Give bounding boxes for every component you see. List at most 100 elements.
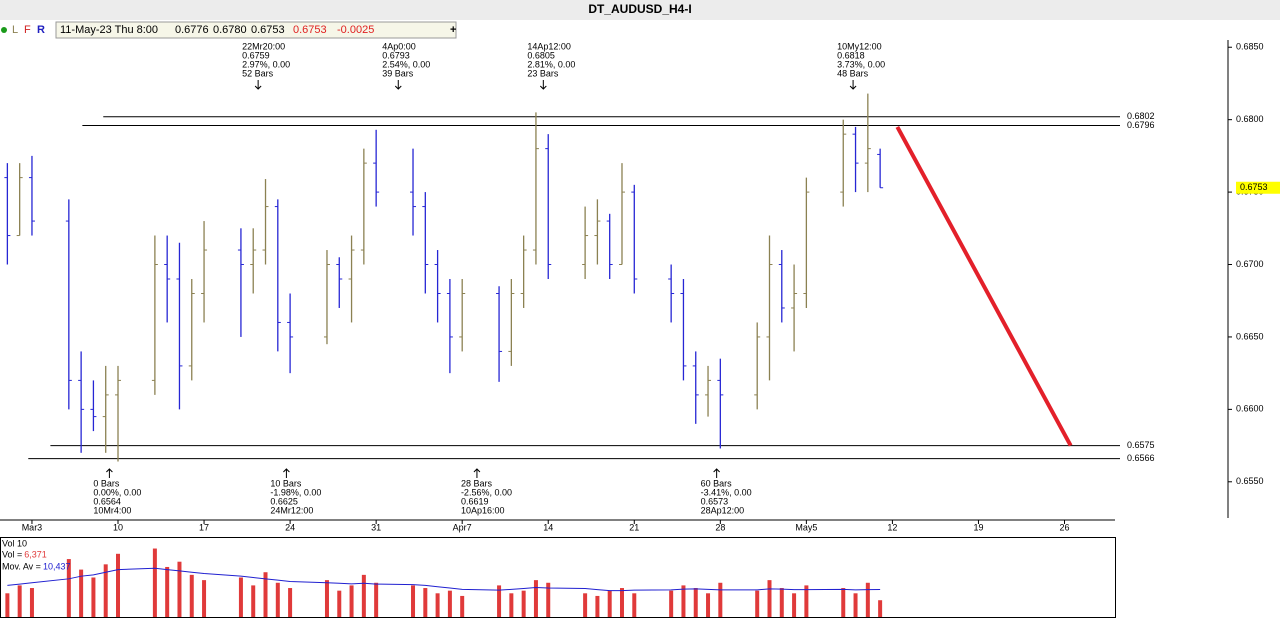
volume-bar <box>853 593 858 617</box>
trendline <box>895 125 1073 447</box>
x-tick-label: May5 <box>795 522 817 532</box>
x-tick-label: 14 <box>543 522 553 532</box>
pivot-label: 0.6818 <box>837 50 865 60</box>
pivot-label: 28 Bars <box>461 478 493 488</box>
volume-bar <box>17 585 22 617</box>
pivot-label: 0.00%, 0.00 <box>93 487 141 497</box>
volume-bar <box>607 590 612 617</box>
volume-name: Vol = <box>2 549 22 559</box>
x-tick-label: 21 <box>629 522 639 532</box>
pivot-arrow <box>539 80 547 90</box>
volume-bar <box>103 564 108 617</box>
volume-bar <box>509 593 514 617</box>
pivot-arrow <box>283 468 290 478</box>
x-tick-label: 19 <box>973 522 983 532</box>
volume-bar <box>177 561 182 617</box>
volume-bar <box>152 548 157 617</box>
volume-bar <box>718 582 723 617</box>
x-tick-label: Mar3 <box>22 522 43 532</box>
level-label: 0.6802 <box>1127 111 1155 121</box>
y-tick-label: 0.6850 <box>1236 42 1264 52</box>
quote-close: 0.6753 <box>293 24 327 36</box>
volume-bar <box>865 582 870 617</box>
volume-bar <box>669 590 674 617</box>
pivot-label: -2.56%, 0.00 <box>461 487 512 497</box>
volume-bar <box>521 590 526 617</box>
pivot-label: 10My12:00 <box>837 41 882 51</box>
pivot-label: 23 Bars <box>527 68 559 78</box>
x-tick-label: 17 <box>199 522 209 532</box>
last-price-badge <box>1236 181 1280 194</box>
volume-bar <box>755 590 760 617</box>
quote-open: 0.6776 <box>175 24 209 36</box>
x-tick-label: 31 <box>371 522 381 532</box>
pivot-label: 2.81%, 0.00 <box>527 59 575 69</box>
pivot-label: 52 Bars <box>242 68 274 78</box>
volume-bar <box>251 585 256 617</box>
pivot-label: 0.6805 <box>527 50 555 60</box>
moving-average <box>7 567 881 592</box>
pivot-label: -3.41%, 0.00 <box>701 487 752 497</box>
volume-bar <box>497 585 502 617</box>
volume-bar <box>435 593 440 617</box>
quote-box <box>55 21 457 39</box>
x-tick-label: 28 <box>715 522 725 532</box>
quote-low: 0.6753 <box>251 24 285 36</box>
volume-bar <box>189 574 194 617</box>
pivot-label: 48 Bars <box>837 68 869 78</box>
x-tick-label: 10 <box>113 522 123 532</box>
volume-bar <box>632 593 637 617</box>
status-dot <box>1 27 7 33</box>
pivot-arrow <box>473 468 481 478</box>
toolbar-button[interactable]: L <box>12 24 18 36</box>
last-price-label: 0.6753 <box>1240 182 1268 192</box>
x-tick-label: 12 <box>887 522 897 532</box>
pivot-label: 10Mr4:00 <box>93 505 131 515</box>
chart-title: DT_AUDUSD_H4-I <box>588 2 691 16</box>
volume-bar <box>5 593 10 617</box>
volume-bar <box>841 588 846 617</box>
pivot-label: 4Ap0:00 <box>382 41 416 51</box>
volume-bar <box>411 585 416 617</box>
toolbar-button[interactable]: R <box>37 24 45 36</box>
pivot-label: 3.73%, 0.00 <box>837 59 885 69</box>
pivot-label: 0.6625 <box>270 496 298 506</box>
x-tick-label: 24 <box>285 522 295 532</box>
volume-bar <box>706 593 711 617</box>
x-tick-label: Apr7 <box>453 522 472 532</box>
volume-bar <box>447 590 452 617</box>
pivot-label: 14Ap12:00 <box>527 41 571 51</box>
volume-bar <box>288 588 293 617</box>
pivot-label: 0.6759 <box>242 50 270 60</box>
volume-bar <box>767 580 772 617</box>
pivot-label: -1.98%, 0.00 <box>270 487 321 497</box>
volume-bar <box>533 580 538 617</box>
y-tick-label: 0.6550 <box>1236 476 1264 486</box>
volume-bar <box>595 595 600 617</box>
pivot-label: 10Ap16:00 <box>461 505 505 515</box>
volume-bar <box>116 553 121 617</box>
volume-bar <box>792 593 797 617</box>
volume-bar <box>546 582 551 617</box>
quote-date: 11-May-23 Thu 8:00 <box>60 24 158 36</box>
title-bar <box>0 0 1280 20</box>
pivot-label: 0 Bars <box>93 478 120 488</box>
volume-bar <box>263 572 268 617</box>
volume-bar <box>804 585 809 617</box>
volume-bar <box>337 590 342 617</box>
add-button[interactable]: + <box>450 24 456 36</box>
volume-bar <box>79 569 84 617</box>
pivot-label: 2.97%, 0.00 <box>242 59 290 69</box>
quote-high: 0.6780 <box>213 24 247 36</box>
volume-title: Vol 10 <box>2 538 27 548</box>
toolbar-button[interactable]: F <box>24 24 31 36</box>
pivot-arrow <box>394 80 402 90</box>
volume-bar <box>878 600 883 617</box>
volume-bar <box>361 574 366 617</box>
pivot-label: 22Mr20:00 <box>242 41 285 51</box>
pivot-arrow <box>106 468 113 478</box>
pivot-label: 39 Bars <box>382 68 414 78</box>
y-tick-label: 0.6800 <box>1236 114 1264 124</box>
volume-bar <box>91 577 96 617</box>
